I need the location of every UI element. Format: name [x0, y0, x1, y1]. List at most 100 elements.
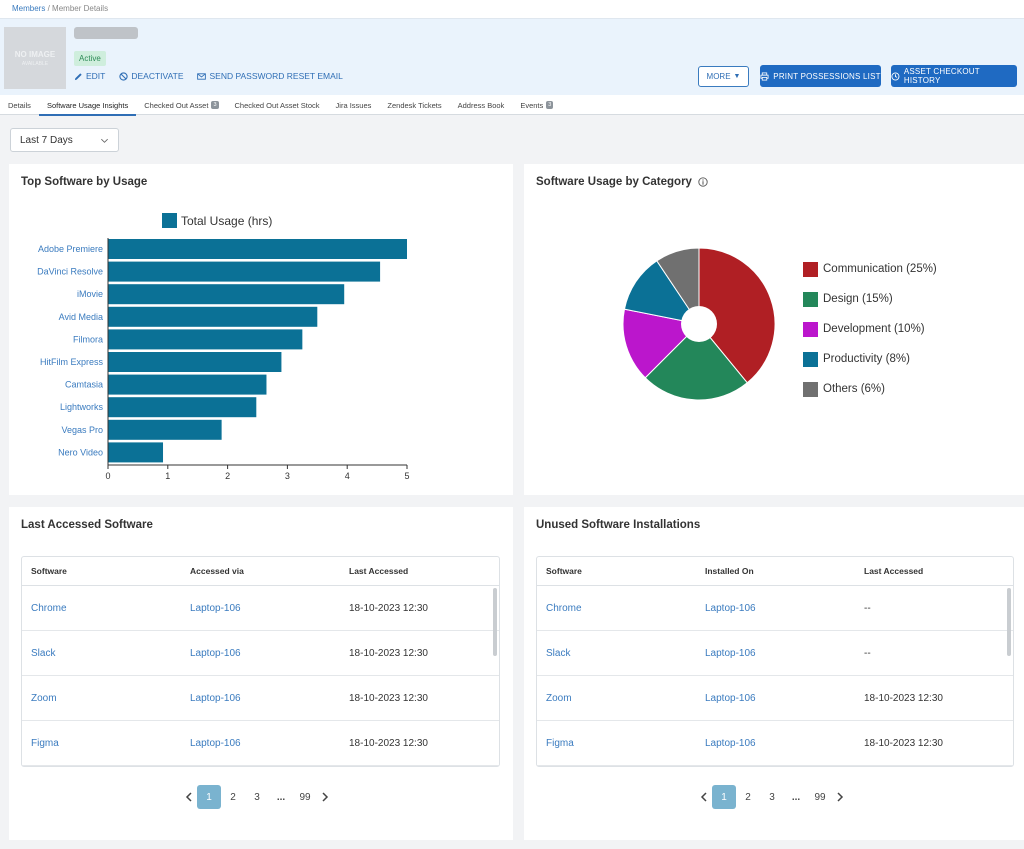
- last-accessed-value: --: [864, 602, 871, 614]
- device-link[interactable]: Laptop-106: [190, 602, 241, 614]
- tab-checked-out-asset[interactable]: Checked Out Asset 3: [136, 95, 226, 115]
- category-label: Adobe Premiere: [38, 244, 103, 254]
- checkout-history-button[interactable]: ASSET CHECKOUT HISTORY: [891, 65, 1017, 87]
- tab-label: Checked Out Asset: [144, 100, 209, 110]
- table-scrollbar[interactable]: [493, 588, 497, 656]
- deactivate-link[interactable]: DEACTIVATE: [119, 71, 183, 81]
- tab-details[interactable]: Details: [0, 95, 39, 115]
- column-header[interactable]: Software: [31, 566, 67, 576]
- legend-label: Design (15%): [823, 293, 893, 305]
- tab-zendesk-tickets[interactable]: Zendesk Tickets: [379, 95, 449, 115]
- edit-label: EDIT: [86, 71, 106, 81]
- last-accessed-value: 18-10-2023 12:30: [349, 737, 428, 749]
- table-header: Software Accessed via Last Accessed: [22, 557, 499, 586]
- device-link[interactable]: Laptop-106: [705, 737, 756, 749]
- page-button[interactable]: 99: [814, 791, 826, 803]
- chevron-right-icon: [322, 792, 329, 802]
- software-link[interactable]: Zoom: [31, 692, 57, 704]
- bar: [108, 261, 381, 282]
- page-button[interactable]: 1: [712, 785, 736, 809]
- breadcrumb-separator: /: [47, 4, 50, 13]
- print-label: PRINT POSSESSIONS LIST: [773, 71, 881, 81]
- print-possessions-button[interactable]: PRINT POSSESSIONS LIST: [760, 65, 881, 87]
- device-link[interactable]: Laptop-106: [705, 602, 756, 614]
- next-page-button[interactable]: [317, 792, 333, 802]
- page-button[interactable]: 2: [230, 791, 236, 803]
- column-header[interactable]: Installed On: [705, 566, 754, 576]
- pie-legend: Communication (25%) Design (15%) Developme…: [803, 254, 937, 404]
- status-badge: Active: [74, 51, 106, 66]
- category-label: Camtasia: [65, 380, 103, 390]
- column-header[interactable]: Software: [546, 566, 582, 576]
- device-link[interactable]: Laptop-106: [705, 647, 756, 659]
- next-page-button[interactable]: [832, 792, 848, 802]
- prev-page-button[interactable]: [696, 792, 712, 802]
- info-icon[interactable]: [698, 177, 708, 187]
- table-row: Slack Laptop-106 --: [537, 631, 1013, 676]
- prev-page-button[interactable]: [181, 792, 197, 802]
- page-button[interactable]: 3: [254, 791, 260, 803]
- software-link[interactable]: Chrome: [31, 602, 67, 614]
- profile-actions: EDIT DEACTIVATE SEND PASSWORD RESET EMAI…: [74, 71, 343, 81]
- legend-item: Communication (25%): [803, 254, 937, 284]
- tab-label: Details: [8, 100, 31, 110]
- tab-events[interactable]: Events 3: [512, 95, 561, 115]
- page-button[interactable]: 1: [197, 785, 221, 809]
- device-link[interactable]: Laptop-106: [190, 737, 241, 749]
- bar: [108, 374, 267, 395]
- top-software-card: Top Software by Usage Total Usage (hrs) A…: [9, 164, 513, 495]
- bar: [108, 352, 282, 372]
- date-range-select[interactable]: Last 7 Days: [10, 128, 119, 152]
- tab-count-badge: 3: [546, 101, 554, 109]
- mail-icon: [197, 72, 207, 80]
- page-button[interactable]: 3: [769, 791, 775, 803]
- card-title: Unused Software Installations: [536, 519, 701, 531]
- clock-icon: [891, 72, 900, 80]
- tab-checked-out-asset-stock[interactable]: Checked Out Asset Stock: [227, 95, 328, 115]
- reset-password-link[interactable]: SEND PASSWORD RESET EMAIL: [197, 71, 343, 81]
- tab-address-book[interactable]: Address Book: [450, 95, 513, 115]
- category-label: Avid Media: [59, 312, 103, 322]
- software-link[interactable]: Slack: [31, 647, 56, 659]
- table-scrollbar[interactable]: [1007, 588, 1011, 656]
- last-accessed-value: 18-10-2023 12:30: [864, 737, 943, 749]
- tab-software-usage-insights[interactable]: Software Usage Insights: [38, 95, 137, 116]
- software-link[interactable]: Zoom: [546, 692, 572, 704]
- software-link[interactable]: Chrome: [546, 602, 582, 614]
- reset-password-label: SEND PASSWORD RESET EMAIL: [209, 71, 343, 81]
- device-link[interactable]: Laptop-106: [705, 692, 756, 704]
- x-tick-label: 2: [225, 471, 230, 481]
- category-label: Vegas Pro: [61, 425, 103, 435]
- tab-jira-issues[interactable]: Jira Issues: [328, 95, 380, 115]
- column-header[interactable]: Last Accessed: [864, 566, 924, 576]
- more-button[interactable]: MORE ▼: [698, 66, 749, 87]
- page-button[interactable]: 2: [745, 791, 751, 803]
- column-header[interactable]: Last Accessed: [349, 566, 409, 576]
- x-tick-label: 1: [165, 471, 170, 481]
- legend-item: Design (15%): [803, 284, 937, 314]
- device-link[interactable]: Laptop-106: [190, 692, 241, 704]
- column-header[interactable]: Accessed via: [190, 566, 244, 576]
- legend-label: Communication (25%): [823, 263, 937, 275]
- x-tick-label: 4: [345, 471, 350, 481]
- legend-swatch: [803, 261, 818, 277]
- page-ellipsis: ...: [791, 791, 801, 803]
- chevron-down-icon: [101, 138, 108, 143]
- donut-hole: [681, 306, 717, 342]
- pie-slice: [623, 260, 701, 325]
- table-header: Software Installed On Last Accessed: [537, 557, 1013, 586]
- software-link[interactable]: Figma: [31, 737, 59, 749]
- unused-software-table: Software Installed On Last Accessed Chro…: [536, 556, 1014, 767]
- page-button[interactable]: 99: [299, 791, 311, 803]
- bar: [108, 419, 222, 440]
- member-header: NO IMAGE AVAILABLE Active EDIT DEACTIVAT…: [0, 18, 1024, 95]
- edit-link[interactable]: EDIT: [74, 71, 105, 81]
- tab-label: Zendesk Tickets: [387, 100, 442, 110]
- software-link[interactable]: Slack: [546, 647, 571, 659]
- software-link[interactable]: Figma: [546, 737, 574, 749]
- x-tick-label: 3: [285, 471, 290, 481]
- device-link[interactable]: Laptop-106: [190, 647, 241, 659]
- legend-label: Others (6%): [823, 383, 885, 395]
- pie-slice: [698, 247, 776, 384]
- breadcrumb-members-link[interactable]: Members: [12, 4, 46, 13]
